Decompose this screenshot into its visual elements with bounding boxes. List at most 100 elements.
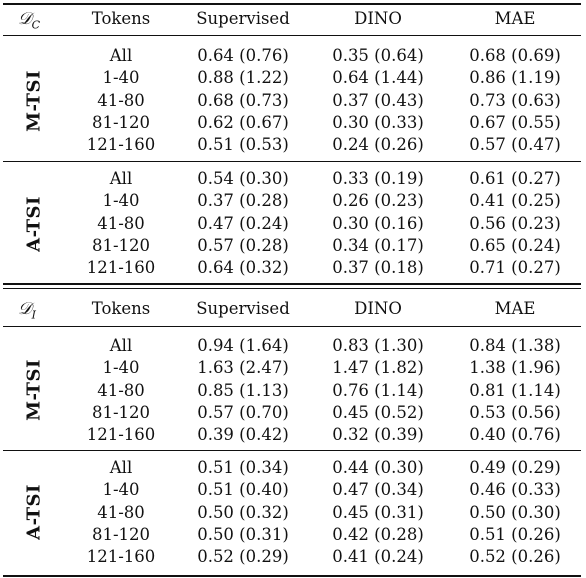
- column-header-dino: DINO: [354, 9, 402, 28]
- table-cell-supervised: 0.51 (0.40): [197, 480, 289, 500]
- table-cell-tokens: All: [109, 458, 133, 477]
- table-cell-supervised: 0.88 (1.22): [197, 68, 289, 88]
- table-cell-mae: 0.53 (0.56): [469, 402, 561, 422]
- table-cell-dino: 0.35 (0.64): [332, 46, 424, 65]
- table-cell-dino: 1.47 (1.82): [332, 358, 424, 378]
- dataset-letter: 𝒟: [18, 299, 32, 319]
- column-header-tokens: Tokens: [91, 299, 151, 318]
- table-rule: [3, 450, 581, 451]
- table-cell-dino: 0.37 (0.18): [332, 258, 424, 278]
- dataset-subscript: C: [31, 18, 40, 32]
- table-rule: [3, 288, 581, 289]
- table-rule: [3, 575, 581, 577]
- table-cell-dino: 0.47 (0.34): [332, 480, 424, 500]
- table-cell-tokens: 41-80: [97, 213, 145, 233]
- table-cell-dino: 0.76 (1.14): [332, 380, 424, 400]
- table-rule: [3, 326, 581, 327]
- table-cell-dino: 0.42 (0.28): [332, 524, 424, 544]
- table-cell-dino: 0.30 (0.16): [332, 213, 424, 233]
- table-cell-tokens: All: [109, 46, 133, 65]
- table-cell-supervised: 0.47 (0.24): [197, 213, 289, 233]
- table-cell-dino: 0.45 (0.31): [332, 502, 424, 522]
- table-cell-dino: 0.64 (1.44): [332, 68, 424, 88]
- table-cell-supervised: 0.50 (0.31): [197, 524, 289, 544]
- table-rule: [3, 161, 581, 162]
- table-cell-supervised: 0.57 (0.28): [197, 235, 289, 255]
- table-cell-mae: 0.51 (0.26): [469, 524, 561, 544]
- table-cell-tokens: 1-40: [102, 191, 140, 211]
- table-cell-supervised: 0.37 (0.28): [197, 191, 289, 211]
- table-cell-mae: 0.65 (0.24): [469, 235, 561, 255]
- table-cell-tokens: 81-120: [91, 402, 151, 422]
- table-cell-supervised: 0.52 (0.29): [197, 547, 289, 567]
- table-cell-supervised: 0.68 (0.73): [197, 90, 289, 110]
- table-cell-dino: 0.44 (0.30): [332, 458, 424, 477]
- table-cell-tokens: 81-120: [91, 235, 151, 255]
- table-cell-dino: 0.37 (0.43): [332, 90, 424, 110]
- table-cell-mae: 0.50 (0.30): [469, 502, 561, 522]
- table-cell-supervised: 0.64 (0.32): [197, 258, 289, 278]
- table-cell-dino: 0.24 (0.26): [332, 135, 424, 155]
- table-cell-mae: 0.67 (0.55): [469, 112, 561, 132]
- table-cell-tokens: 41-80: [97, 502, 145, 522]
- table-cell-supervised: 0.57 (0.70): [197, 402, 289, 422]
- table-cell-supervised: 0.50 (0.32): [197, 502, 289, 522]
- table-cell-mae: 0.86 (1.19): [469, 68, 561, 88]
- dataset-subscript: I: [31, 308, 36, 322]
- table-cell-mae: 0.84 (1.38): [469, 336, 561, 355]
- table-cell-tokens: 121-160: [86, 425, 156, 445]
- group-label: A-TSI: [23, 484, 45, 540]
- table-cell-tokens: 81-120: [91, 112, 151, 132]
- table-rule: [3, 35, 581, 36]
- column-header-supervised: Supervised: [196, 9, 290, 28]
- table-cell-supervised: 0.62 (0.67): [197, 112, 289, 132]
- table-cell-tokens: 1-40: [102, 68, 140, 88]
- table-cell-tokens: 1-40: [102, 480, 140, 500]
- table-cell-supervised: 1.63 (2.47): [197, 358, 289, 378]
- column-header-dino: DINO: [354, 299, 402, 318]
- table-cell-mae: 0.68 (0.69): [469, 46, 561, 65]
- table-cell-mae: 0.52 (0.26): [469, 547, 561, 567]
- table-cell-tokens: 81-120: [91, 524, 151, 544]
- table-cell-dino: 0.26 (0.23): [332, 191, 424, 211]
- table-cell-supervised: 0.54 (0.30): [197, 169, 289, 188]
- group-label: A-TSI: [23, 196, 45, 252]
- table-cell-supervised: 0.51 (0.34): [197, 458, 289, 477]
- dataset-letter: 𝒟: [18, 9, 32, 29]
- table-cell-tokens: All: [109, 336, 133, 355]
- table-cell-dino: 0.45 (0.52): [332, 402, 424, 422]
- table-cell-tokens: 41-80: [97, 90, 145, 110]
- table-cell-mae: 0.56 (0.23): [469, 213, 561, 233]
- table-cell-mae: 0.71 (0.27): [469, 258, 561, 278]
- column-header-supervised: Supervised: [196, 299, 290, 318]
- table-cell-dino: 0.33 (0.19): [332, 169, 424, 188]
- table-cell-tokens: 1-40: [102, 358, 140, 378]
- group-label: M-TSI: [23, 70, 45, 132]
- column-header-mae: MAE: [494, 299, 536, 318]
- table-cell-dino: 0.41 (0.24): [332, 547, 424, 567]
- table-cell-mae: 0.57 (0.47): [469, 135, 561, 155]
- group-label: M-TSI: [23, 359, 45, 421]
- table-cell-mae: 0.61 (0.27): [469, 169, 561, 188]
- table-cell-supervised: 0.94 (1.64): [197, 336, 289, 355]
- table-cell-tokens: 121-160: [86, 258, 156, 278]
- table-cell-mae: 0.49 (0.29): [469, 458, 561, 477]
- table-cell-dino: 0.83 (1.30): [332, 336, 424, 355]
- table-cell-mae: 1.38 (1.96): [469, 358, 561, 378]
- column-header-tokens: Tokens: [91, 9, 151, 28]
- table-cell-mae: 0.40 (0.76): [469, 425, 561, 445]
- table-cell-mae: 0.41 (0.25): [469, 191, 561, 211]
- table-cell-tokens: 121-160: [86, 547, 156, 567]
- table-cell-mae: 0.81 (1.14): [469, 380, 561, 400]
- table-cell-supervised: 0.64 (0.76): [197, 46, 289, 65]
- table-cell-tokens: 121-160: [86, 135, 156, 155]
- table-cell-tokens: 41-80: [97, 380, 145, 400]
- table-rule: [3, 283, 581, 285]
- table-cell-mae: 0.73 (0.63): [469, 90, 561, 110]
- table-cell-supervised: 0.51 (0.53): [197, 135, 289, 155]
- dataset-symbol: 𝒟I: [18, 298, 36, 326]
- column-header-mae: MAE: [494, 9, 536, 28]
- table-cell-dino: 0.34 (0.17): [332, 235, 424, 255]
- table-cell-tokens: All: [109, 169, 133, 188]
- dataset-symbol: 𝒟C: [18, 8, 40, 36]
